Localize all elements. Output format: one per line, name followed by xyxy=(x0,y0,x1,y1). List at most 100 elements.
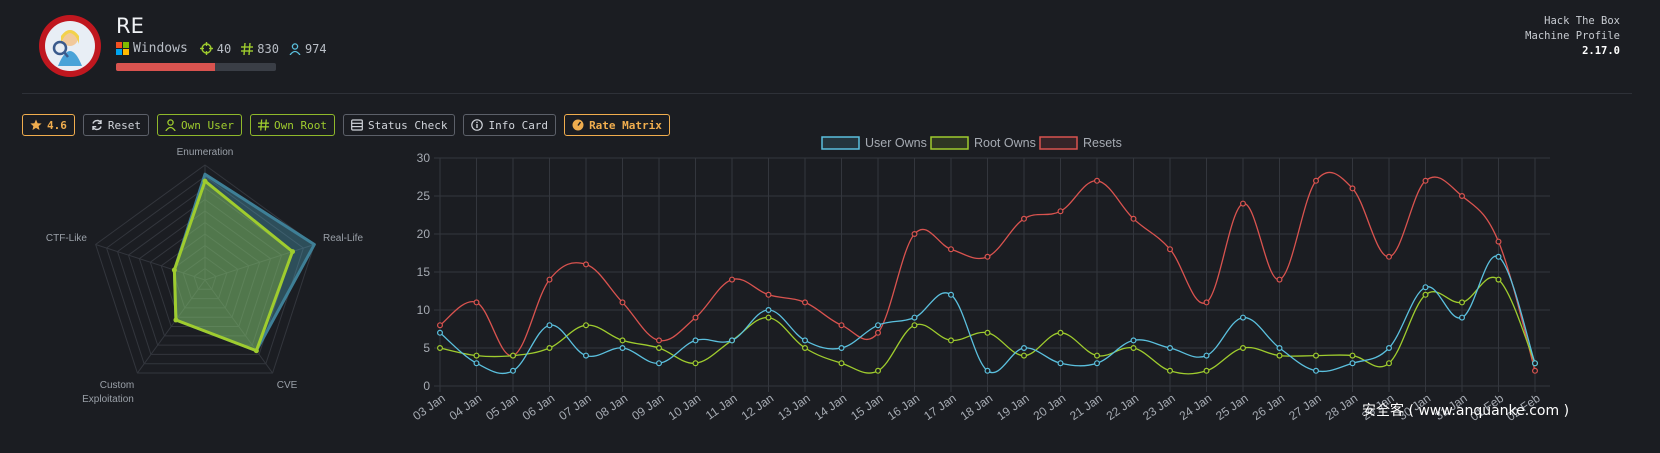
data-point xyxy=(1203,352,1210,359)
data-point xyxy=(583,352,590,359)
user-owns-count: 974 xyxy=(304,41,327,56)
data-point xyxy=(1276,352,1283,359)
data-point xyxy=(765,314,772,321)
rating-value: 4.6 xyxy=(47,118,67,132)
data-point xyxy=(583,261,590,268)
data-point xyxy=(1057,329,1064,336)
ownership-line-chart: User Owns Root Owns Resets 0 5 10 15 20 25 30 03 J… xyxy=(410,136,1550,424)
own-user-button[interactable]: Own User xyxy=(157,114,242,136)
data-point xyxy=(1130,337,1137,344)
x-tick-label: 28 Jan xyxy=(1323,391,1361,423)
data-point xyxy=(838,322,845,329)
data-point xyxy=(546,345,553,352)
x-tick-label: 12 Jan xyxy=(739,391,777,423)
legend-item[interactable]: Resets xyxy=(1039,136,1122,150)
data-point xyxy=(1495,253,1502,260)
x-tick-label: 04 Jan xyxy=(447,391,485,423)
refresh-icon xyxy=(92,119,102,131)
user-icon xyxy=(289,42,301,55)
x-tick-label: 06 Jan xyxy=(520,391,558,423)
data-point xyxy=(1166,367,1173,374)
data-point xyxy=(1458,192,1465,199)
legend-swatch xyxy=(930,136,969,150)
info-card-button[interactable]: Info Card xyxy=(463,114,557,136)
legend-item[interactable]: User Owns xyxy=(821,136,927,150)
data-point xyxy=(437,345,444,352)
data-point xyxy=(1349,352,1356,359)
radar-point xyxy=(253,348,259,354)
radar-grid-ring xyxy=(171,244,239,309)
data-point xyxy=(1458,299,1465,306)
radar-axis-line xyxy=(95,243,206,281)
data-point xyxy=(1349,185,1356,192)
data-point xyxy=(765,291,772,298)
data-point xyxy=(1020,352,1027,359)
x-tick-label: 27 Jan xyxy=(1286,391,1324,423)
root-owns-count: 830 xyxy=(257,41,279,56)
profile-line2: Machine Profile xyxy=(1525,30,1620,42)
radar-grid-ring xyxy=(160,233,250,318)
legend-item[interactable]: Root Owns xyxy=(930,136,1036,150)
star-icon xyxy=(30,119,42,130)
x-tick-label: 15 Jan xyxy=(848,391,886,423)
own-user-label: Own User xyxy=(181,118,234,132)
radar-point xyxy=(289,249,295,255)
data-point xyxy=(1312,177,1319,184)
difficulty-progress-bar xyxy=(116,63,276,71)
data-point xyxy=(1020,345,1027,352)
profile-version: 2.17.0 xyxy=(1582,45,1620,57)
rate-matrix-label: Rate Matrix xyxy=(589,118,662,132)
legend-swatch xyxy=(821,136,860,150)
reset-button[interactable]: Reset xyxy=(82,114,149,136)
data-point xyxy=(437,329,444,336)
radar-point xyxy=(202,178,208,184)
data-point xyxy=(1239,314,1246,321)
data-point xyxy=(947,246,954,253)
data-point xyxy=(1312,367,1319,374)
y-tick-label: 15 xyxy=(417,265,431,279)
data-point xyxy=(1130,345,1137,352)
machine-avatar xyxy=(39,15,101,77)
own-root-button[interactable]: Own Root xyxy=(249,114,335,136)
x-tick-label: 20 Jan xyxy=(1031,391,1069,423)
radar-axis-line xyxy=(204,243,315,281)
x-tick-label: 26 Jan xyxy=(1250,391,1288,423)
data-point xyxy=(1495,276,1502,283)
user-icon xyxy=(165,119,176,131)
data-point xyxy=(1020,215,1027,222)
header-divider xyxy=(22,93,1632,94)
gauge-icon xyxy=(572,119,584,131)
x-tick-label: 13 Jan xyxy=(775,391,813,423)
data-point xyxy=(802,345,809,352)
difficulty-progress-fill xyxy=(116,63,216,71)
status-check-button[interactable]: Status Check xyxy=(342,114,456,136)
data-point xyxy=(546,322,553,329)
profile-info: Hack The Box Machine Profile 2.17.0 xyxy=(1525,14,1620,59)
data-point xyxy=(656,345,663,352)
x-tick-label: 25 Jan xyxy=(1213,391,1251,423)
radar-grid-ring xyxy=(182,256,228,300)
y-tick-label: 20 xyxy=(417,227,431,241)
data-point xyxy=(875,329,882,336)
data-point xyxy=(838,360,845,367)
rating-button[interactable]: 4.6 xyxy=(22,114,75,136)
data-point xyxy=(1531,360,1538,367)
data-point xyxy=(1312,352,1319,359)
data-point xyxy=(509,352,516,359)
rate-matrix-button[interactable]: Rate Matrix xyxy=(564,114,670,136)
data-point xyxy=(1203,367,1210,374)
data-point xyxy=(1166,246,1173,253)
data-point xyxy=(1093,352,1100,359)
data-point xyxy=(1495,238,1502,245)
machine-name: RE xyxy=(116,14,144,38)
data-point xyxy=(692,360,699,367)
chart-legend: User Owns Root Owns Resets xyxy=(821,136,1122,150)
data-point xyxy=(546,276,553,283)
x-tick-label: 24 Jan xyxy=(1177,391,1215,423)
crosshair-icon xyxy=(199,42,213,55)
x-tick-label: 17 Jan xyxy=(921,391,959,423)
x-tick-label: 21 Jan xyxy=(1067,391,1105,423)
data-point xyxy=(1422,177,1429,184)
watermark: 安全客 ( www.anquanke.com ) xyxy=(1362,403,1570,419)
data-point xyxy=(509,367,516,374)
